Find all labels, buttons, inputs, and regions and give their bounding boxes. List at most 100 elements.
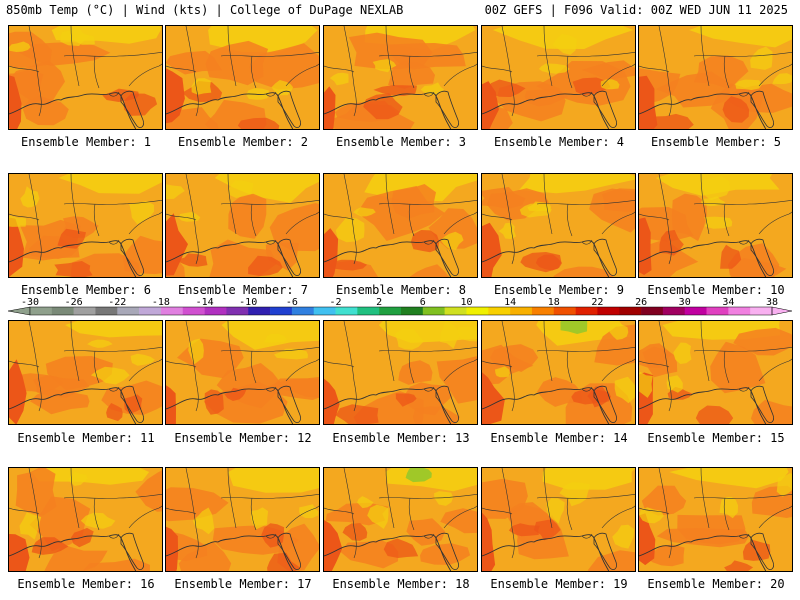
ensemble-member-map: [638, 173, 793, 278]
cool-region: [372, 59, 397, 73]
cool-region: [192, 507, 215, 535]
temperature-field: [9, 174, 162, 277]
state-boundary: [566, 497, 573, 531]
hot-region: [410, 230, 440, 253]
state-boundary: [738, 386, 750, 392]
cold-region: [405, 468, 432, 483]
temperature-field: [482, 468, 635, 571]
hot-region: [9, 217, 24, 277]
state-boundary: [70, 174, 80, 235]
temperature-field: [166, 174, 319, 277]
ensemble-member-map: [638, 320, 793, 425]
state-boundary: [536, 199, 635, 205]
temperature-field: [324, 174, 477, 277]
hot-region: [335, 404, 379, 424]
ensemble-member-map: [8, 173, 163, 278]
hot-region: [639, 75, 658, 129]
ensemble-member-label: Ensemble Member: 14: [490, 431, 628, 445]
temperature-field: [9, 468, 162, 571]
state-boundary: [108, 239, 120, 245]
cool-region: [228, 180, 254, 198]
florida-outline: [120, 385, 144, 423]
state-boundary: [482, 507, 513, 515]
colorbar-segment: [510, 307, 533, 315]
state-boundary: [601, 505, 635, 529]
ensemble-member-map: [165, 467, 320, 572]
warm-region: [228, 193, 267, 239]
florida-outline: [593, 238, 617, 276]
state-boundary: [581, 386, 593, 392]
ensemble-member-label: Ensemble Member: 8: [335, 283, 467, 297]
cool-region: [519, 203, 552, 218]
state-boundary: [265, 386, 277, 392]
warm-region: [582, 60, 635, 80]
colorbar-tick-label: 30: [679, 297, 691, 308]
state-boundary: [543, 26, 553, 87]
colorbar-tick-label: 2: [376, 297, 382, 308]
state-boundary: [250, 350, 257, 384]
warm-region: [733, 327, 792, 356]
state-boundary: [639, 65, 670, 73]
colorbar-segment: [488, 307, 511, 315]
warm-region: [32, 375, 90, 398]
colorbar-segment: [95, 307, 118, 315]
state-boundary: [501, 26, 515, 117]
colorbar-segment: [575, 307, 598, 315]
hot-region: [508, 523, 540, 537]
temperature-field: [324, 26, 477, 129]
cool-region: [178, 211, 201, 222]
hot-region: [9, 75, 22, 129]
cool-region: [353, 207, 376, 217]
colorbar-segment: [662, 307, 685, 315]
warm-region: [406, 518, 446, 546]
cool-region: [772, 73, 792, 85]
warm-region: [9, 31, 52, 69]
colorbar-segment: [444, 307, 467, 315]
state-boundary: [408, 497, 415, 531]
colorbar-segment: [248, 307, 271, 315]
temperature-field: [9, 26, 162, 129]
state-boundary: [108, 386, 120, 392]
ensemble-member-label: Ensemble Member: 1: [20, 135, 152, 149]
state-boundary: [227, 26, 237, 87]
florida-outline: [120, 238, 144, 276]
temperature-field: [166, 468, 319, 571]
state-boundary: [70, 26, 80, 87]
warm-region: [398, 360, 433, 385]
florida-outline: [277, 90, 301, 128]
warm-region: [203, 381, 288, 424]
state-boundary: [693, 493, 792, 499]
warm-region: [639, 207, 694, 242]
hot-region: [324, 378, 340, 424]
state-boundary: [700, 468, 710, 529]
state-boundary: [220, 51, 319, 57]
hot-region: [248, 255, 283, 277]
cool-region: [31, 468, 150, 485]
state-boundary: [758, 505, 792, 529]
ensemble-member-map: [481, 467, 636, 572]
state-boundary: [70, 321, 80, 382]
state-boundary: [343, 26, 357, 117]
cool-region: [735, 79, 762, 90]
colorbar-segment: [270, 307, 293, 315]
hot-region: [720, 244, 742, 269]
ensemble-member-map: [323, 320, 478, 425]
hot-region: [54, 261, 93, 277]
colorbar-segment: [531, 307, 555, 315]
ensemble-member-label: Ensemble Member: 13: [332, 431, 470, 445]
warm-region: [29, 235, 80, 259]
state-boundary: [581, 239, 593, 245]
cool-region: [329, 72, 349, 86]
warm-region: [440, 508, 477, 534]
state-boundary: [93, 203, 100, 237]
state-boundary: [128, 358, 162, 382]
hot-region: [106, 403, 123, 422]
cool-region: [130, 353, 155, 366]
colorbar-segment: [466, 307, 489, 315]
state-boundary: [536, 346, 635, 352]
state-boundary: [324, 65, 355, 73]
florida-outline: [435, 238, 459, 276]
hot-region: [659, 230, 684, 256]
hot-region: [639, 513, 656, 566]
state-boundary: [385, 468, 395, 529]
